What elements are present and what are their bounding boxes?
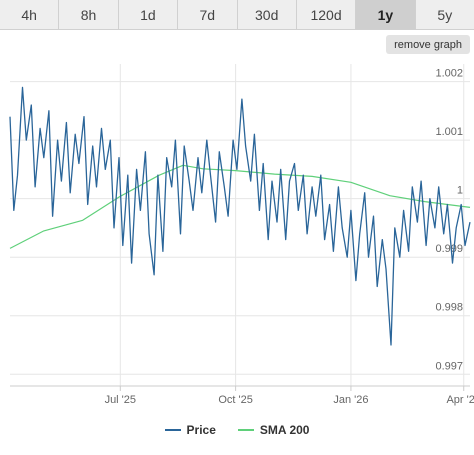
tab-4h[interactable]: 4h (0, 0, 59, 29)
y-tick-label: 1.001 (435, 126, 463, 138)
x-tick-label: Oct '25 (218, 394, 253, 406)
tab-5y[interactable]: 5y (415, 0, 474, 29)
y-tick-label: 1.002 (435, 68, 463, 80)
x-tick-label: Jul '25 (105, 394, 136, 406)
legend-label-sma: SMA 200 (259, 423, 310, 437)
series-lines (9, 86, 471, 346)
y-tick-label: 0.999 (435, 243, 463, 255)
x-tick-label: Apr '26 (446, 394, 474, 406)
remove-graph-button[interactable]: remove graph (386, 35, 470, 54)
price-swatch (164, 429, 181, 431)
legend-label-price: Price (186, 423, 216, 437)
y-tick-label: 0.997 (435, 360, 463, 372)
x-axis-ticks: Jul '25 Oct '25 Jan '26 Apr '26 (105, 386, 474, 406)
price-series-line (9, 86, 471, 346)
tab-7d[interactable]: 7d (178, 0, 237, 29)
sma-swatch (237, 429, 254, 431)
grid-lines (10, 64, 470, 387)
tab-1y[interactable]: 1y (356, 0, 415, 29)
sma-200-series-line (9, 164, 471, 249)
tab-120d[interactable]: 120d (296, 0, 356, 29)
x-tick-label: Jan '26 (333, 394, 368, 406)
timeframe-tabs: 4h 8h 1d 7d 30d 120d 1y 5y (0, 0, 474, 30)
legend-item-sma[interactable]: SMA 200 (237, 423, 310, 437)
price-chart: 0.997 0.998 0.999 1 1.001 1.002 Jul '25 Oct '2… (9, 64, 474, 406)
y-tick-label: 1 (457, 185, 463, 197)
y-tick-label: 0.998 (435, 302, 463, 314)
tab-1d[interactable]: 1d (118, 0, 178, 29)
tab-30d[interactable]: 30d (237, 0, 296, 29)
y-axis-ticks: 0.997 0.998 0.999 1 1.001 1.002 (435, 68, 463, 373)
chart-legend: Price SMA 200 (0, 420, 474, 440)
legend-item-price[interactable]: Price (164, 423, 216, 437)
tab-8h[interactable]: 8h (59, 0, 118, 29)
